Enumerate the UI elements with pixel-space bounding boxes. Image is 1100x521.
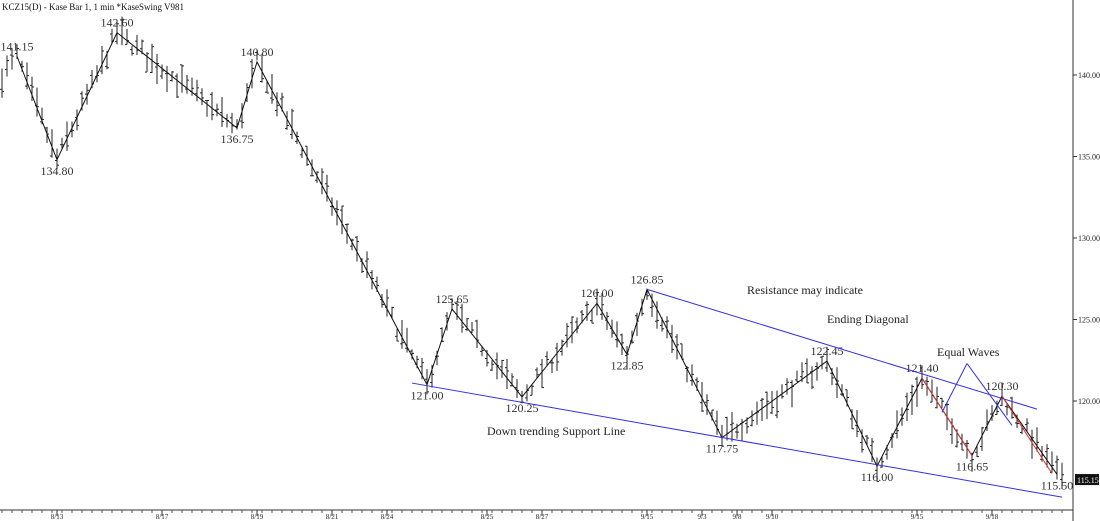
x-tick-label: 9/3	[698, 513, 707, 521]
swing-label: 122.85	[611, 359, 644, 373]
x-tick-label: 9/10	[766, 513, 779, 521]
x-tick-label: 8/27	[536, 513, 549, 521]
swing-label: 121.40	[906, 361, 939, 375]
swing-label: 120.25	[506, 401, 539, 415]
y-tick-label: 125.00	[1078, 316, 1100, 325]
last-price-badge	[1075, 474, 1099, 486]
annotation-text: Down trending Support Line	[487, 424, 625, 438]
equal-wave-2-line	[1001, 395, 1053, 474]
last-price-label: 115.15	[1077, 476, 1099, 485]
swing-label: 141.15	[1, 39, 34, 53]
swing-label: 120.30	[986, 379, 1019, 393]
swing-label: 116.65	[956, 460, 989, 474]
x-tick-label: 9/8	[733, 513, 742, 521]
swing-label: 125.65	[436, 292, 469, 306]
annotation-text: Resistance may indicate	[747, 283, 863, 297]
y-tick-label: 135.00	[1078, 153, 1100, 162]
swing-label: 121.00	[411, 389, 444, 403]
x-tick-label: 8/25	[481, 513, 494, 521]
equal-waves-pointer-a-line	[941, 363, 968, 413]
x-tick-label: 8/17	[156, 513, 169, 521]
y-tick-label: 130.00	[1078, 234, 1100, 243]
x-tick-label: 8/13	[51, 513, 64, 521]
annotation-text: Equal Waves	[937, 345, 1000, 359]
x-tick-label: 9/15	[911, 513, 924, 521]
swing-label: 115.50	[1041, 478, 1074, 492]
swing-label: 117.75	[706, 442, 739, 456]
x-tick-label: 9/18	[986, 513, 999, 521]
x-tick-label: 8/21	[326, 513, 339, 521]
swing-label: 134.80	[41, 164, 74, 178]
y-tick-label: 140.00	[1078, 71, 1100, 80]
swing-label: 116.00	[861, 470, 894, 484]
swing-label: 142.60	[101, 16, 134, 30]
x-tick-label: 9/15	[641, 513, 654, 521]
swing-label: 126.00	[581, 286, 614, 300]
equal-wave-1-line	[921, 377, 973, 456]
support-line	[411, 382, 1063, 498]
equal-waves-pointer-b-line	[966, 363, 1013, 426]
chart-title: KCZ15(D) - Kase Bar 1, 1 min *KaseSwing …	[2, 2, 185, 12]
x-tick-label: 8/19	[251, 513, 264, 521]
y-tick-label: 120.00	[1078, 397, 1100, 406]
annotation-text: Ending Diagonal	[827, 312, 909, 326]
x-tick-label: 8/24	[381, 513, 394, 521]
swing-label: 140.80	[241, 45, 274, 59]
swing-label: 126.85	[631, 272, 664, 286]
swing-label: 136.75	[221, 132, 254, 146]
resistance-line	[646, 288, 1038, 410]
swing-label: 122.45	[811, 344, 844, 358]
